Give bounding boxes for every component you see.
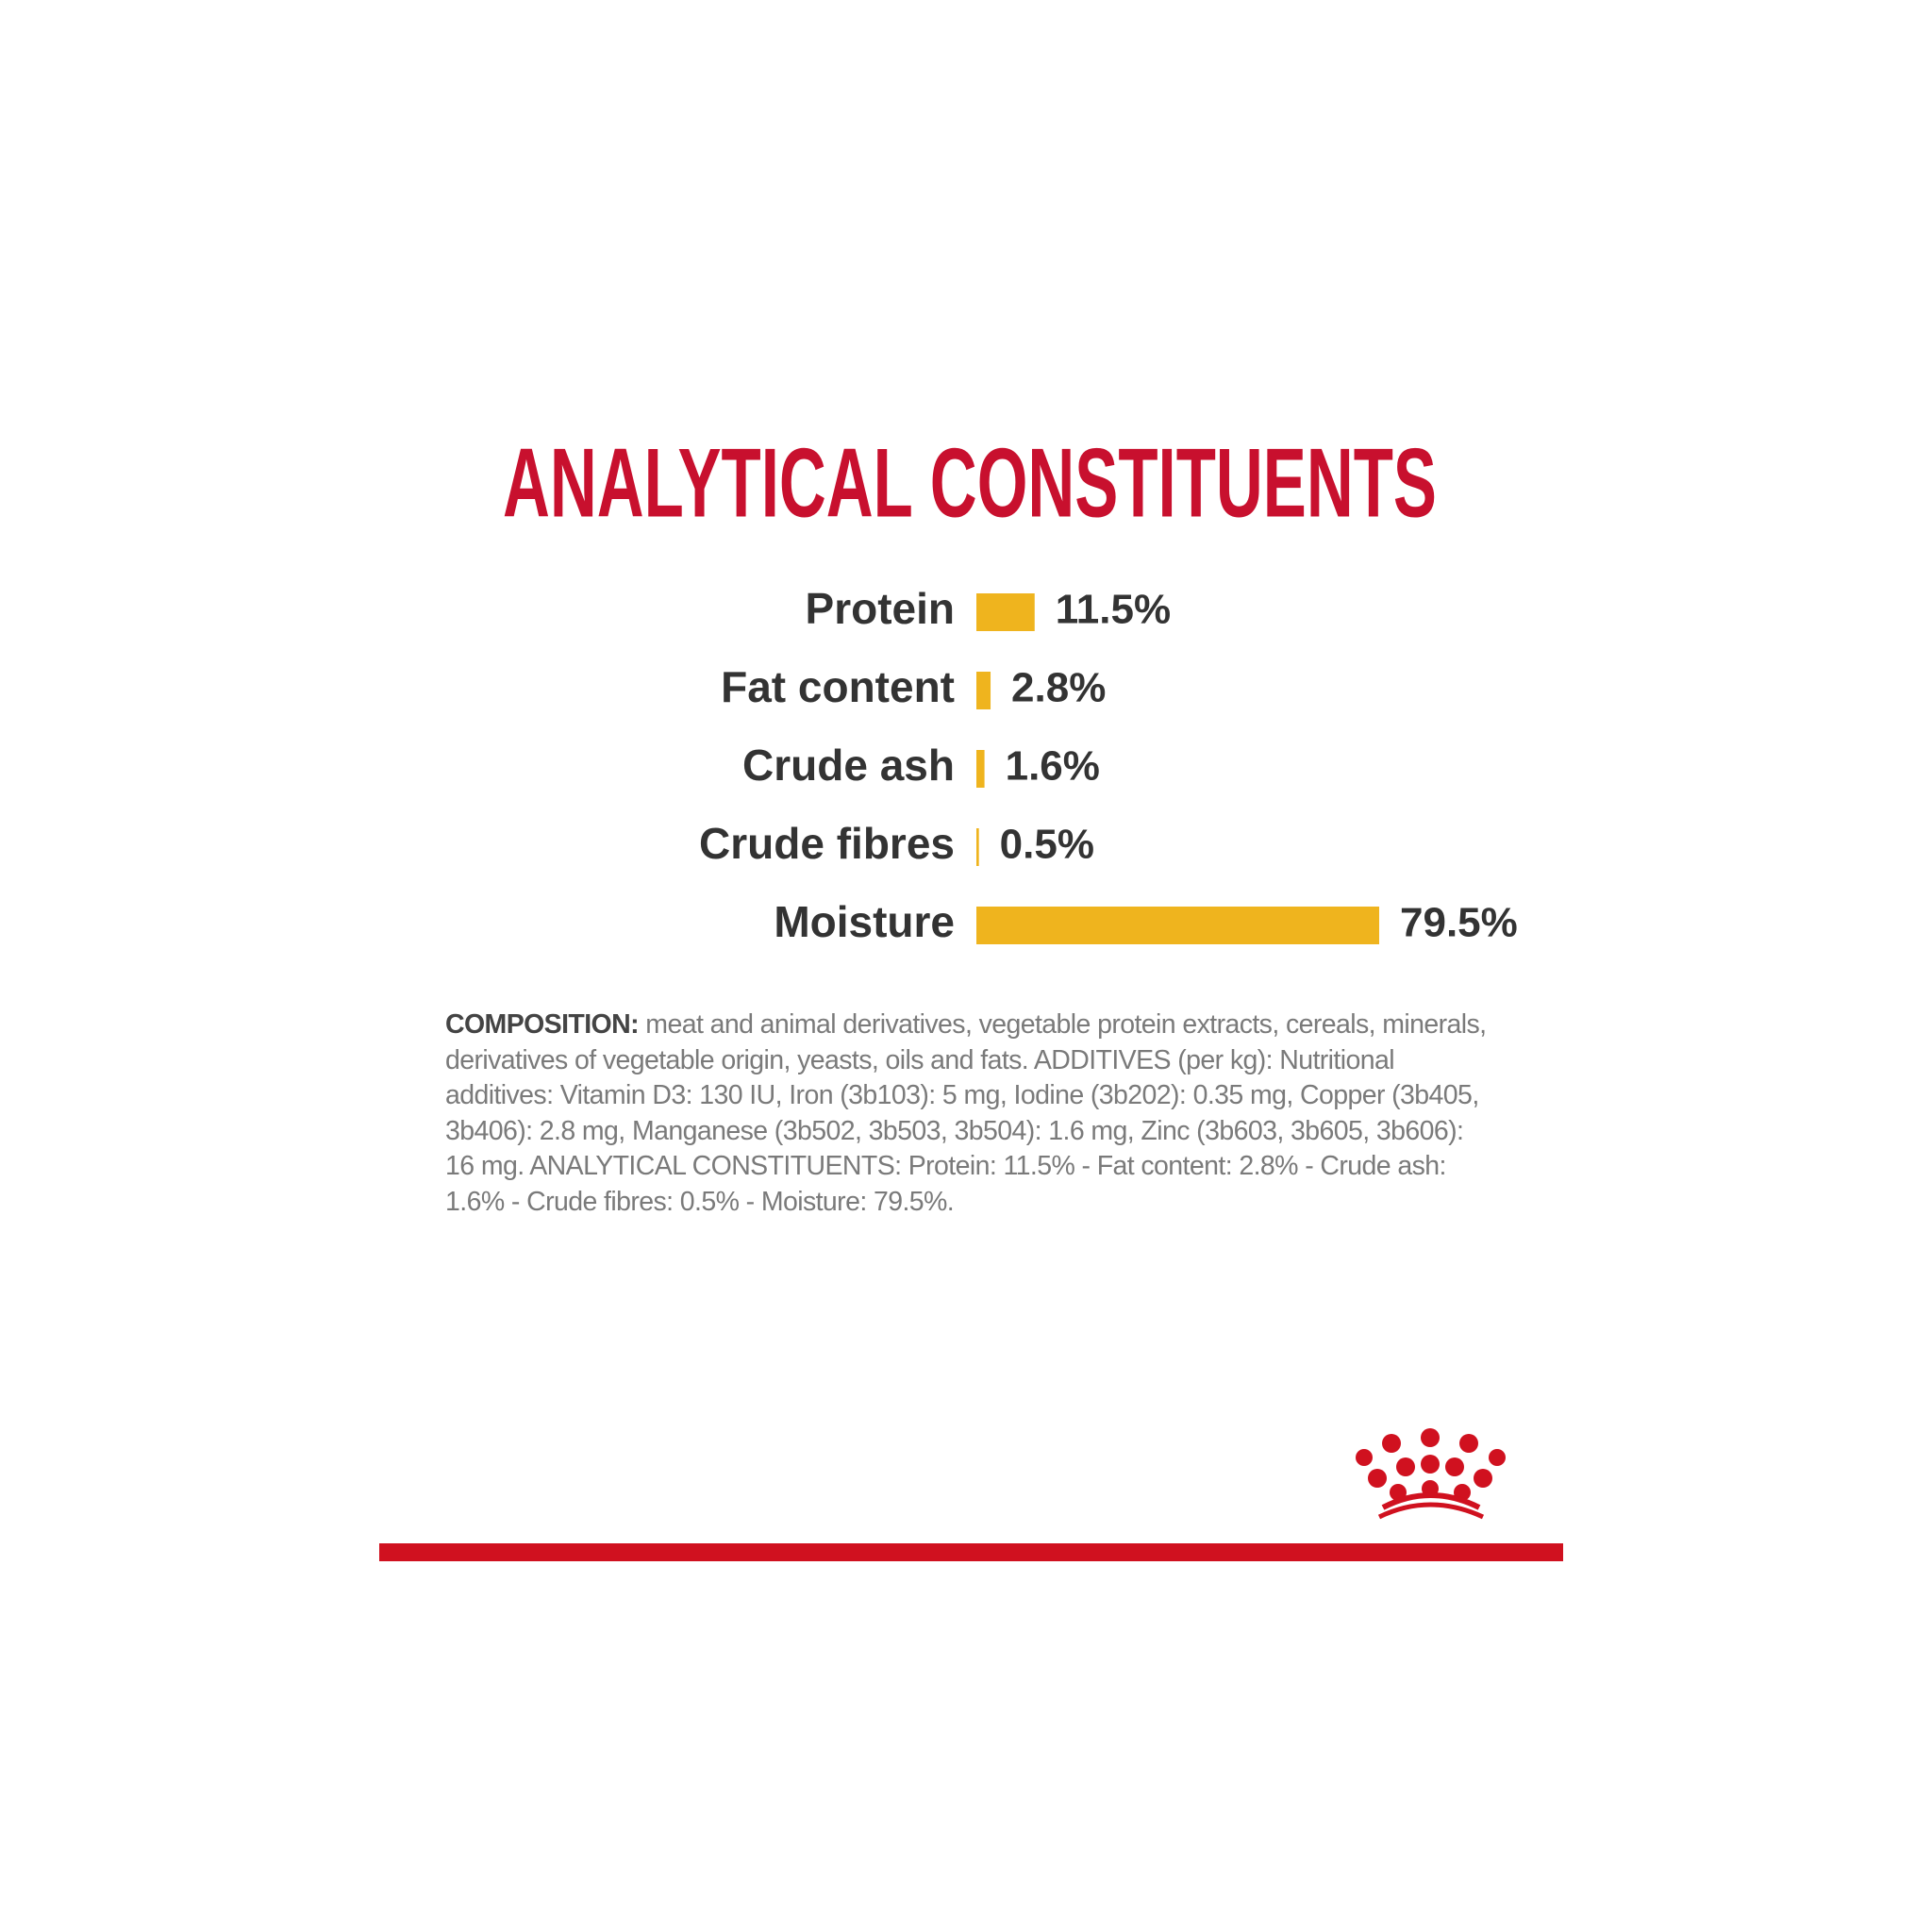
composition: COMPOSITION: meat and animal derivatives…	[445, 1008, 1492, 1221]
bar	[976, 593, 1035, 631]
crown-logo	[1356, 1428, 1506, 1520]
composition-text: meat and animal derivatives, vegetable p…	[445, 1009, 1487, 1217]
category-label: Fat content	[721, 662, 955, 711]
category-label: Protein	[806, 584, 955, 633]
bar	[976, 750, 985, 788]
value-label: 1.6%	[1006, 743, 1100, 790]
value-label: 11.5%	[1056, 587, 1171, 633]
bar	[976, 907, 1379, 944]
bar	[976, 828, 979, 866]
category-label: Moisture	[774, 897, 955, 946]
chart-title: ANALYTICAL CONSTITUENTS	[503, 428, 1437, 538]
composition-label: COMPOSITION:	[445, 1009, 640, 1040]
bar	[976, 672, 991, 709]
category-label: Crude fibres	[699, 819, 955, 868]
category-label: Crude ash	[742, 741, 955, 790]
value-label: 0.5%	[1000, 822, 1094, 868]
footer-rule	[379, 1543, 1563, 1561]
value-label: 79.5%	[1400, 900, 1518, 946]
value-label: 2.8%	[1011, 665, 1106, 711]
